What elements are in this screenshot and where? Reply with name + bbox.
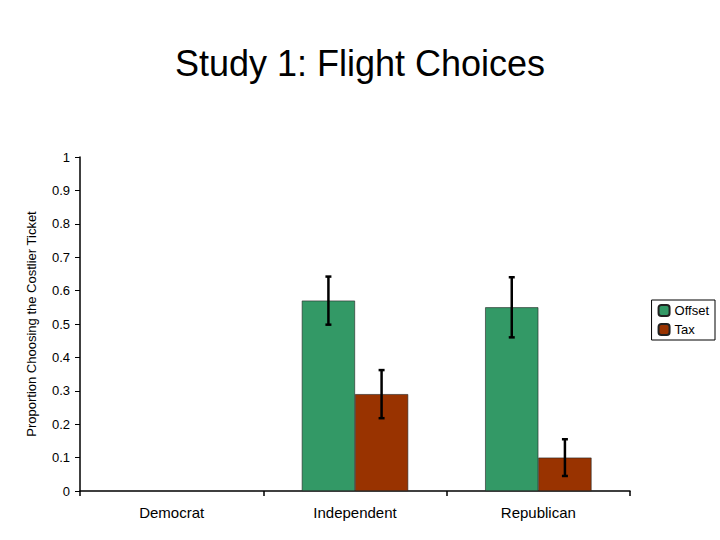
svg-text:0.5: 0.5 xyxy=(52,317,70,332)
svg-text:Offset: Offset xyxy=(675,303,710,318)
svg-text:Independent: Independent xyxy=(313,504,397,521)
svg-text:0.8: 0.8 xyxy=(52,216,70,231)
svg-text:Study 1: Flight Choices: Study 1: Flight Choices xyxy=(175,43,545,84)
svg-text:0.4: 0.4 xyxy=(52,350,70,365)
svg-text:0.9: 0.9 xyxy=(52,183,70,198)
svg-text:Democrat: Democrat xyxy=(139,504,205,521)
svg-text:Republican: Republican xyxy=(501,504,576,521)
svg-text:0: 0 xyxy=(63,484,70,499)
svg-text:0.7: 0.7 xyxy=(52,250,70,265)
svg-text:Tax: Tax xyxy=(675,322,696,337)
svg-text:0.3: 0.3 xyxy=(52,383,70,398)
svg-text:0.1: 0.1 xyxy=(52,450,70,465)
svg-text:Proportion Choosing the Costli: Proportion Choosing the Costlier Ticket xyxy=(24,211,39,437)
svg-text:0.2: 0.2 xyxy=(52,417,70,432)
svg-text:1: 1 xyxy=(63,150,70,165)
svg-text:0.6: 0.6 xyxy=(52,283,70,298)
